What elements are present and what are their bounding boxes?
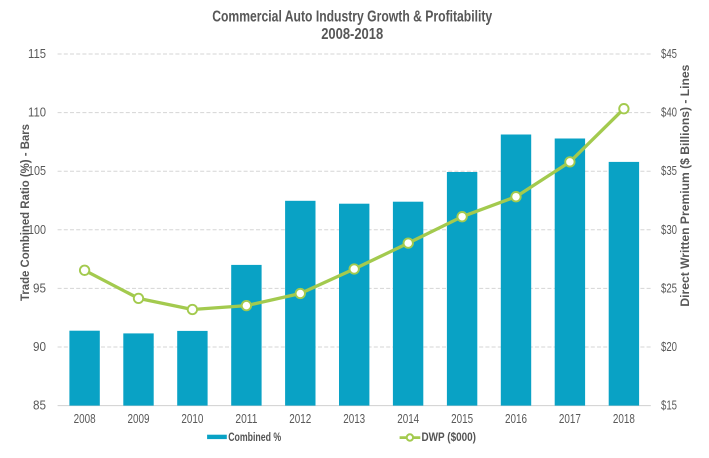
svg-text:2008-2018: 2008-2018 <box>321 26 383 43</box>
svg-text:Combined %: Combined % <box>228 432 281 444</box>
svg-text:2013: 2013 <box>343 412 365 426</box>
svg-text:2018: 2018 <box>613 412 635 426</box>
svg-text:2009: 2009 <box>128 412 150 426</box>
svg-text:2008: 2008 <box>74 412 96 426</box>
svg-text:2014: 2014 <box>397 412 419 426</box>
svg-text:2015: 2015 <box>451 412 473 426</box>
svg-text:$25: $25 <box>661 281 677 295</box>
svg-text:115: 115 <box>28 47 46 61</box>
svg-text:85: 85 <box>33 399 46 413</box>
svg-text:2011: 2011 <box>235 412 257 426</box>
svg-text:2016: 2016 <box>505 412 527 426</box>
svg-text:90: 90 <box>33 340 46 354</box>
svg-text:Direct Written Premium ($ Bill: Direct Written Premium ($ Billions) - Li… <box>678 64 692 306</box>
svg-text:$30: $30 <box>661 223 677 237</box>
svg-text:105: 105 <box>28 164 46 178</box>
svg-text:$20: $20 <box>661 340 677 354</box>
svg-text:2012: 2012 <box>289 412 311 426</box>
svg-text:$40: $40 <box>661 106 677 120</box>
svg-text:DWP ($000): DWP ($000) <box>422 432 477 444</box>
svg-text:Trade Combined Ratio (%) - Bar: Trade Combined Ratio (%) - Bars <box>18 124 32 301</box>
svg-text:95: 95 <box>33 281 46 295</box>
svg-text:Commercial Auto Industry Growt: Commercial Auto Industry Growth & Profit… <box>212 9 492 26</box>
svg-text:$45: $45 <box>661 47 677 61</box>
svg-text:2010: 2010 <box>181 412 203 426</box>
svg-text:2017: 2017 <box>559 412 581 426</box>
svg-text:$15: $15 <box>661 399 677 413</box>
svg-text:100: 100 <box>28 223 46 237</box>
svg-text:$35: $35 <box>661 164 677 178</box>
svg-text:110: 110 <box>28 106 46 120</box>
